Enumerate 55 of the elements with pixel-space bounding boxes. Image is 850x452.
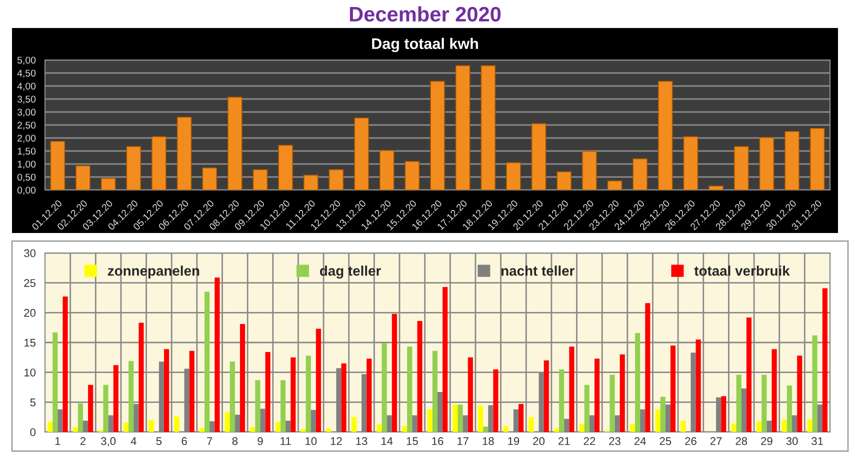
y-tick-label: 1,50 <box>18 148 36 156</box>
x-tick-label: 20 <box>533 437 545 446</box>
x-tick-label: 16 <box>432 437 444 446</box>
legend-label: nacht teller <box>502 266 574 276</box>
y-tick-label: 4,50 <box>17 70 36 78</box>
x-tick-label: 18 <box>482 437 494 446</box>
x-tick-label: 2 <box>80 437 86 445</box>
y-tick-label: 2,50 <box>18 122 36 130</box>
x-tick-label: 4 <box>130 437 136 445</box>
x-tick-label: 11 <box>280 437 291 445</box>
x-tick-label: 19 <box>508 437 520 446</box>
x-tick-label: 1 <box>55 437 60 445</box>
x-tick-label: 30 <box>786 437 798 446</box>
x-tick-label: 31 <box>812 437 823 446</box>
x-tick-label: 12 <box>330 437 342 445</box>
y-tick-label: 20 <box>24 308 36 317</box>
x-tick-label: 25 <box>660 437 672 446</box>
legend-label: dag teller <box>320 266 381 279</box>
x-tick-label: 29 <box>761 437 772 446</box>
chart-title: December 2020 <box>350 6 501 22</box>
x-tick-label: 10 <box>306 437 317 446</box>
y-tick-label: 3,00 <box>17 108 36 117</box>
y-tick-label: 0 <box>30 428 36 436</box>
x-tick-label: 15 <box>406 437 418 446</box>
x-tick-label: 28 <box>736 437 748 446</box>
x-tick-label: 17 <box>457 437 468 445</box>
chart-subtitle: Dag totaal kwh <box>372 38 478 52</box>
x-tick-label: 24 <box>634 437 646 445</box>
y-tick-label: 5,00 <box>17 56 36 65</box>
x-tick-label: 27 <box>710 437 722 445</box>
x-tick-label: 14 <box>382 437 393 445</box>
legend-label: totaal verbruik <box>694 266 790 276</box>
x-tick-label: 21 <box>558 437 570 445</box>
x-tick-label: 3,0 <box>101 437 116 446</box>
y-tick-label: 3,50 <box>17 96 36 104</box>
legend-label: zonnepanelen <box>108 266 200 279</box>
x-tick-label: 8 <box>232 437 238 446</box>
x-tick-label: 5 <box>156 437 162 446</box>
y-tick-label: 10 <box>24 368 36 376</box>
x-tick-label: 13 <box>356 437 368 446</box>
x-tick-label: 26 <box>685 437 696 446</box>
y-tick-label: 2,00 <box>18 134 36 143</box>
x-tick-label: 9 <box>258 437 263 446</box>
y-tick-label: 0,50 <box>17 174 36 182</box>
y-tick-label: 0,00 <box>17 186 36 195</box>
y-tick-label: 4,00 <box>17 82 36 91</box>
y-tick-label: 25 <box>24 279 36 287</box>
x-tick-label: 6 <box>182 437 187 446</box>
x-tick-label: 7 <box>207 437 212 445</box>
x-tick-label: 22 <box>584 437 596 445</box>
y-tick-label: 30 <box>24 249 36 258</box>
y-tick-label: 1,00 <box>18 160 36 169</box>
y-tick-label: 5 <box>30 398 36 406</box>
y-tick-label: 15 <box>24 338 36 347</box>
x-tick-label: 23 <box>609 437 620 446</box>
